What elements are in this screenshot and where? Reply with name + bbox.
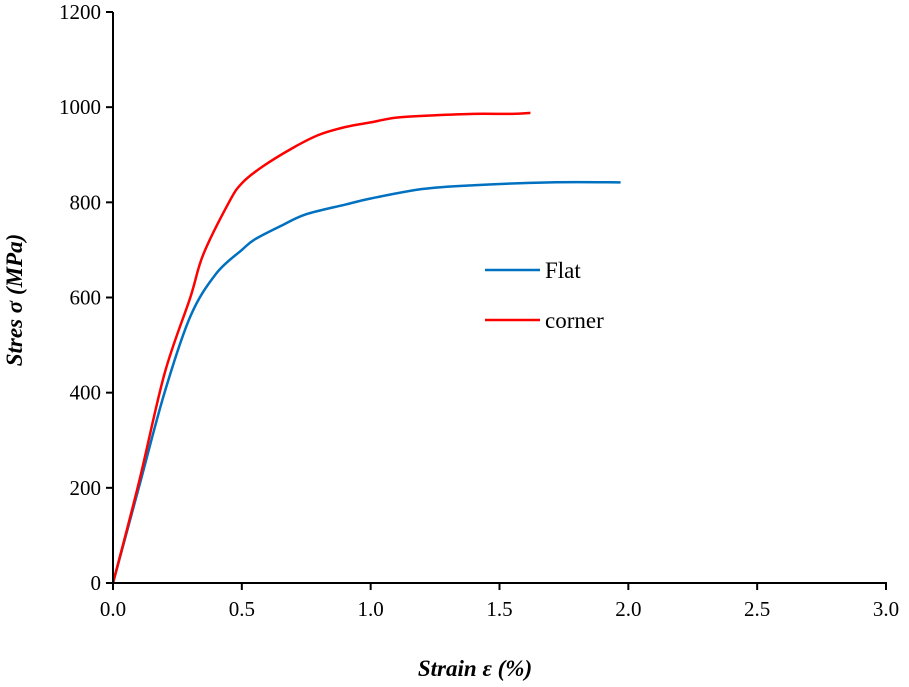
legend: Flat corner (485, 258, 604, 333)
y-tick-label: 0 (91, 571, 102, 595)
y-axis-title: Stres σ (MPa) (2, 234, 27, 367)
x-tick-label: 0.5 (229, 597, 255, 621)
y-tick-label: 1200 (59, 0, 101, 24)
series-line-corner (111, 111, 531, 584)
x-tick-label: 1.0 (358, 597, 384, 621)
x-tick-label: 1.5 (486, 597, 512, 621)
y-tick-label: 1000 (59, 95, 101, 119)
legend-label-corner: corner (545, 308, 604, 333)
y-tick-label: 600 (70, 286, 102, 310)
x-axis-title: Strain ε (%) (418, 656, 532, 681)
y-tick-label: 800 (70, 190, 102, 214)
series-line-flat (111, 180, 621, 584)
legend-label-flat: Flat (545, 258, 581, 283)
x-tick-label: 3.0 (873, 597, 899, 621)
y-tick-label: 200 (70, 476, 102, 500)
x-tick-label: 0.0 (100, 597, 126, 621)
x-tick-label: 2.5 (744, 597, 770, 621)
y-tick-label: 400 (70, 381, 102, 405)
x-tick-label: 2.0 (615, 597, 641, 621)
